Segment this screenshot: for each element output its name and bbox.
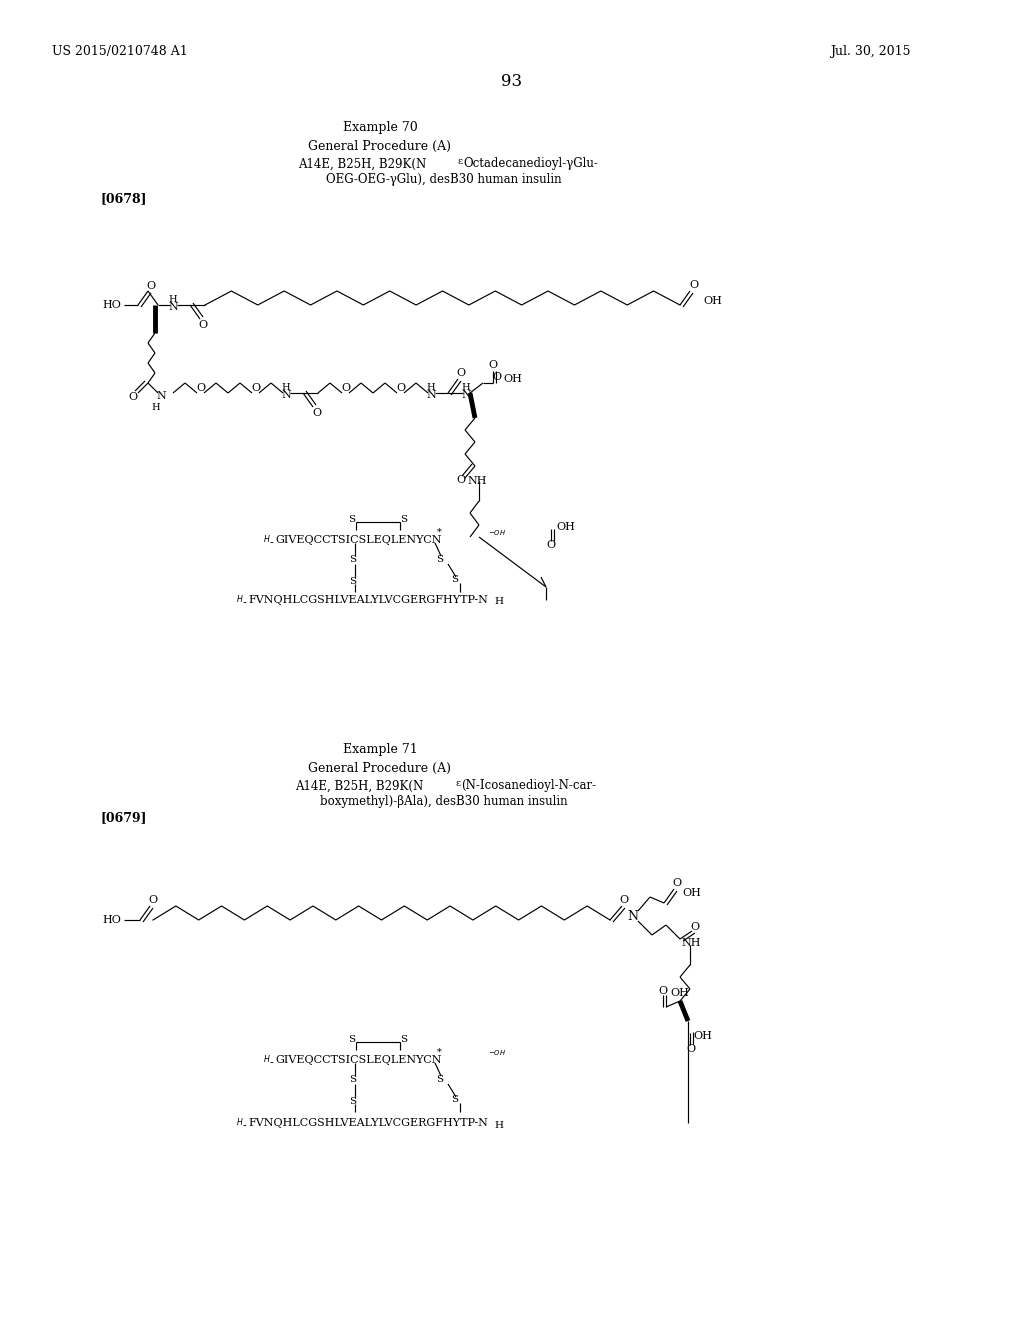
- Text: O: O: [456, 475, 465, 484]
- Text: O: O: [146, 281, 155, 290]
- Text: GIVEQCCTSICSLEQLENYCN: GIVEQCCTSICSLEQLENYCN: [275, 535, 441, 545]
- Text: US 2015/0210748 A1: US 2015/0210748 A1: [52, 45, 187, 58]
- Text: [0678]: [0678]: [100, 193, 146, 206]
- Text: O: O: [196, 383, 205, 393]
- Text: OH: OH: [556, 521, 574, 532]
- Text: S: S: [349, 1076, 356, 1085]
- Text: H: H: [494, 1121, 503, 1130]
- Text: Octadecanedioyl-γGlu-: Octadecanedioyl-γGlu-: [463, 157, 598, 170]
- Text: H: H: [461, 383, 470, 392]
- Text: N: N: [461, 389, 471, 400]
- Text: Example 71: Example 71: [343, 743, 418, 756]
- Text: O: O: [672, 878, 681, 888]
- Text: General Procedure (A): General Procedure (A): [308, 140, 452, 153]
- Text: O: O: [251, 383, 260, 393]
- Text: N: N: [168, 302, 178, 312]
- Text: S: S: [348, 516, 355, 524]
- Text: Jul. 30, 2015: Jul. 30, 2015: [830, 45, 910, 58]
- Text: O: O: [148, 895, 157, 906]
- Text: O: O: [618, 895, 628, 906]
- Text: OH: OH: [670, 987, 689, 998]
- Text: $^{H}$-: $^{H}$-: [237, 1118, 248, 1129]
- Text: H: H: [151, 403, 160, 412]
- Text: A14E, B25H, B29K(N: A14E, B25H, B29K(N: [298, 157, 426, 170]
- Text: FVNQHLCGSHLVEALYLVCGERGFHYTP-N: FVNQHLCGSHLVEALYLVCGERGFHYTP-N: [248, 1118, 487, 1129]
- Text: O: O: [546, 540, 555, 550]
- Text: O: O: [689, 280, 698, 290]
- Text: O: O: [456, 368, 465, 378]
- Text: 93: 93: [502, 74, 522, 91]
- Text: HO: HO: [102, 915, 121, 925]
- Text: NH: NH: [681, 939, 700, 948]
- Text: H: H: [426, 383, 434, 392]
- Text: $^{H}$-: $^{H}$-: [237, 595, 248, 606]
- Text: S: S: [451, 1096, 458, 1105]
- Text: ε: ε: [457, 157, 462, 165]
- Text: $^{H}$-: $^{H}$-: [263, 1055, 275, 1065]
- Text: $^{-OH}$: $^{-OH}$: [488, 1052, 506, 1060]
- Text: OH: OH: [703, 296, 722, 306]
- Text: S: S: [349, 577, 356, 586]
- Text: [0679]: [0679]: [100, 812, 146, 825]
- Text: S: S: [349, 556, 356, 565]
- Text: boxymethyl)-βAla), desB30 human insulin: boxymethyl)-βAla), desB30 human insulin: [319, 796, 567, 808]
- Text: S: S: [436, 1076, 443, 1085]
- Text: H: H: [281, 383, 290, 392]
- Text: O: O: [396, 383, 406, 393]
- Text: HO: HO: [102, 300, 121, 310]
- Text: General Procedure (A): General Procedure (A): [308, 762, 452, 775]
- Text: N: N: [281, 389, 291, 400]
- Text: S: S: [451, 576, 458, 585]
- Text: S: S: [400, 516, 408, 524]
- Text: A14E, B25H, B29K(N: A14E, B25H, B29K(N: [295, 780, 423, 792]
- Text: S: S: [400, 1035, 408, 1044]
- Text: *: *: [437, 528, 442, 536]
- Text: S: S: [436, 556, 443, 565]
- Text: O: O: [686, 1044, 695, 1053]
- Text: O: O: [341, 383, 350, 393]
- Text: O: O: [198, 319, 207, 330]
- Text: OH: OH: [682, 888, 700, 898]
- Text: (N-Icosanedioyl-N-car-: (N-Icosanedioyl-N-car-: [461, 780, 596, 792]
- Text: *: *: [437, 1048, 442, 1056]
- Text: N: N: [627, 909, 638, 923]
- Text: O: O: [492, 372, 501, 381]
- Text: H: H: [168, 296, 176, 305]
- Text: S: S: [348, 1035, 355, 1044]
- Text: O: O: [658, 986, 667, 997]
- Text: OH: OH: [693, 1031, 712, 1041]
- Text: S: S: [349, 1097, 356, 1106]
- Text: $^{H}$-: $^{H}$-: [263, 535, 275, 545]
- Text: O: O: [128, 392, 137, 403]
- Text: OH: OH: [503, 374, 522, 384]
- Text: OEG-OEG-γGlu), desB30 human insulin: OEG-OEG-γGlu), desB30 human insulin: [326, 173, 561, 186]
- Text: Example 70: Example 70: [343, 121, 418, 135]
- Text: $^{-OH}$: $^{-OH}$: [488, 532, 506, 540]
- Text: NH: NH: [467, 477, 486, 486]
- Text: FVNQHLCGSHLVEALYLVCGERGFHYTP-N: FVNQHLCGSHLVEALYLVCGERGFHYTP-N: [248, 595, 487, 605]
- Text: ε: ε: [455, 779, 460, 788]
- Text: O: O: [690, 921, 699, 932]
- Text: N: N: [426, 389, 436, 400]
- Text: GIVEQCCTSICSLEQLENYCN: GIVEQCCTSICSLEQLENYCN: [275, 1055, 441, 1065]
- Text: O: O: [488, 360, 497, 370]
- Text: O: O: [312, 408, 322, 418]
- Text: N: N: [156, 391, 166, 401]
- Text: H: H: [494, 598, 503, 606]
